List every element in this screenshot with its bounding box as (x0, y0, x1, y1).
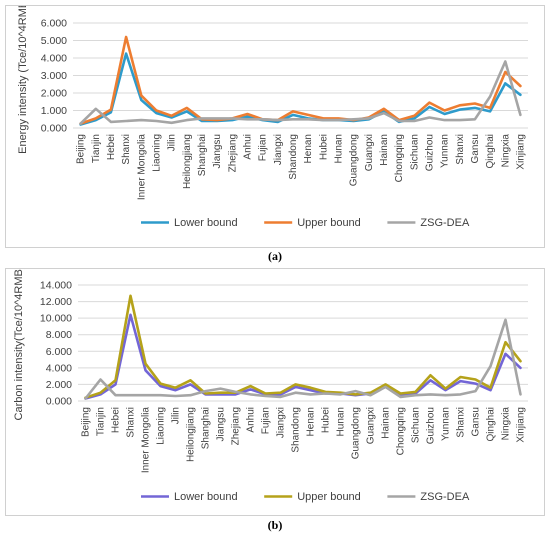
x-tick-label: Jiangxi (273, 134, 284, 165)
x-tick-label: Jiangsu (212, 134, 223, 168)
x-tick-label: Shandong (288, 134, 299, 180)
caption-b: (b) (267, 518, 283, 532)
x-tick-label: Liaoning (151, 134, 162, 172)
y-tick-label: 3.000 (41, 70, 67, 82)
legend-label-lower-bound: Lower bound (174, 491, 238, 503)
x-tick-label: Yunnan (440, 134, 451, 168)
series-line-lower-bound (79, 52, 522, 126)
x-tick-label: Hubei (318, 134, 329, 160)
y-tick-label: 1.000 (41, 105, 67, 117)
y-tick-label: 2.000 (46, 379, 72, 391)
x-tick-label: Guizhou (424, 134, 435, 171)
x-tick-label: Shanghai (197, 134, 208, 176)
y-tick-label: 4.000 (46, 362, 72, 374)
x-tick-label: Yunnan (441, 407, 452, 441)
x-tick-label: Chongqing (396, 407, 407, 455)
x-tick-label: Liaoning (156, 407, 167, 445)
x-tick-label: Hainan (379, 134, 390, 166)
legend-label-upper-bound: Upper bound (297, 491, 361, 503)
x-tick-label: Fujian (258, 134, 269, 161)
x-tick-label: Sichuan (409, 134, 420, 170)
x-tick-label: Inner Mongolia (136, 134, 147, 201)
x-tick-label: Zhejiang (231, 407, 242, 445)
x-tick-label: Chongqing (394, 134, 405, 182)
y-tick-label: 10.000 (40, 313, 72, 325)
legend-label-lower-bound: Lower bound (174, 217, 238, 229)
x-tick-label: Sichuan (411, 407, 422, 443)
x-tick-label: Xinjiang (515, 134, 526, 170)
x-tick-label: Guangdong (351, 407, 362, 459)
series-line-lower-bound (84, 313, 522, 400)
x-tick-label: Heilongjiang (182, 134, 193, 189)
x-tick-label: Hebei (111, 407, 122, 433)
x-tick-label: Anhui (242, 134, 253, 160)
series-line-upper-bound (84, 294, 522, 399)
x-tick-label: Hebei (106, 134, 117, 160)
y-tick-label: 12.000 (40, 296, 72, 308)
x-tick-label: Jiangxi (276, 407, 287, 438)
x-tick-label: Xinjiang (516, 407, 527, 443)
x-tick-label: Guangdong (349, 134, 360, 186)
y-tick-label: 6.000 (46, 346, 72, 358)
y-tick-label: 0.000 (46, 396, 72, 408)
y-tick-label: 2.000 (41, 88, 67, 100)
series-line-zsg-dea (79, 60, 522, 125)
series-line-zsg-dea (84, 318, 522, 400)
x-tick-label: Inner Mongolia (141, 407, 152, 474)
x-tick-label: Hainan (381, 407, 392, 439)
x-tick-label: Shanxi (126, 407, 137, 438)
x-tick-label: Ningxia (500, 134, 511, 168)
caption-a: (a) (268, 249, 282, 263)
legend-label-zsg-dea: ZSG-DEA (420, 491, 470, 503)
x-tick-label: Hunan (336, 407, 347, 436)
chart-panel-carbon: 0.000 2.000 4.000 6.000 8.000 10.000 12.000 14.… (5, 268, 545, 516)
y-axis-label: Energy intensity (Tce/10^4RMB) (17, 6, 29, 154)
x-tick-label: Tianjin (91, 134, 102, 163)
x-tick-label: Qinghai (485, 134, 496, 168)
x-tick-label: Guangxi (364, 134, 375, 171)
x-tick-label: Jilin (171, 407, 182, 424)
x-tick-label: Jiangsu (216, 407, 227, 441)
x-tick-label: Shanxi (455, 134, 466, 165)
x-tick-label: Shanxi (456, 407, 467, 438)
x-tick-label: Guizhou (426, 407, 437, 444)
x-tick-label: Hunan (333, 134, 344, 163)
x-tick-label: Shandong (291, 407, 302, 453)
carbon-intensity-chart: 0.000 2.000 4.000 6.000 8.000 10.000 12.000 14.… (13, 269, 528, 503)
x-tick-label: Zhejiang (227, 134, 238, 172)
x-tick-label: Tianjin (96, 407, 107, 436)
x-tick-label: Gansu (471, 407, 482, 436)
y-tick-label: 0.000 (41, 123, 67, 135)
x-tick-label: Shanxi (121, 134, 132, 165)
y-tick-label: 6.000 (41, 18, 67, 30)
x-tick-label: Shanghai (201, 407, 212, 449)
x-tick-label: Beijing (76, 134, 87, 164)
x-tick-label: Fujian (261, 407, 272, 434)
legend-label-upper-bound: Upper bound (297, 217, 361, 229)
x-tick-label: Beijing (81, 407, 92, 437)
x-tick-label: Ningxia (501, 407, 512, 441)
x-tick-label: Anhui (246, 407, 257, 433)
y-tick-label: 8.000 (46, 329, 72, 341)
chart-panel-energy: 0.000 1.000 2.000 3.000 4.000 5.000 6.000 Energ… (5, 5, 545, 248)
x-tick-label: Henan (303, 134, 314, 163)
x-tick-label: Qinghai (486, 407, 497, 441)
x-tick-label: Heilongjiang (186, 407, 197, 462)
y-tick-label: 5.000 (41, 35, 67, 47)
series-line-upper-bound (79, 35, 522, 125)
energy-intensity-chart: 0.000 1.000 2.000 3.000 4.000 5.000 6.000 Energ… (17, 6, 528, 229)
y-tick-label: 14.000 (40, 280, 72, 292)
y-axis-label: Carbon intensity(Tce/10^4RMB) (13, 269, 25, 420)
x-tick-label: Hubei (321, 407, 332, 433)
x-tick-label: Guangxi (366, 407, 377, 444)
y-tick-label: 4.000 (41, 53, 67, 65)
x-tick-label: Gansu (470, 134, 481, 163)
x-tick-label: Jilin (167, 134, 178, 151)
legend-label-zsg-dea: ZSG-DEA (420, 217, 470, 229)
x-tick-label: Henan (306, 407, 317, 436)
